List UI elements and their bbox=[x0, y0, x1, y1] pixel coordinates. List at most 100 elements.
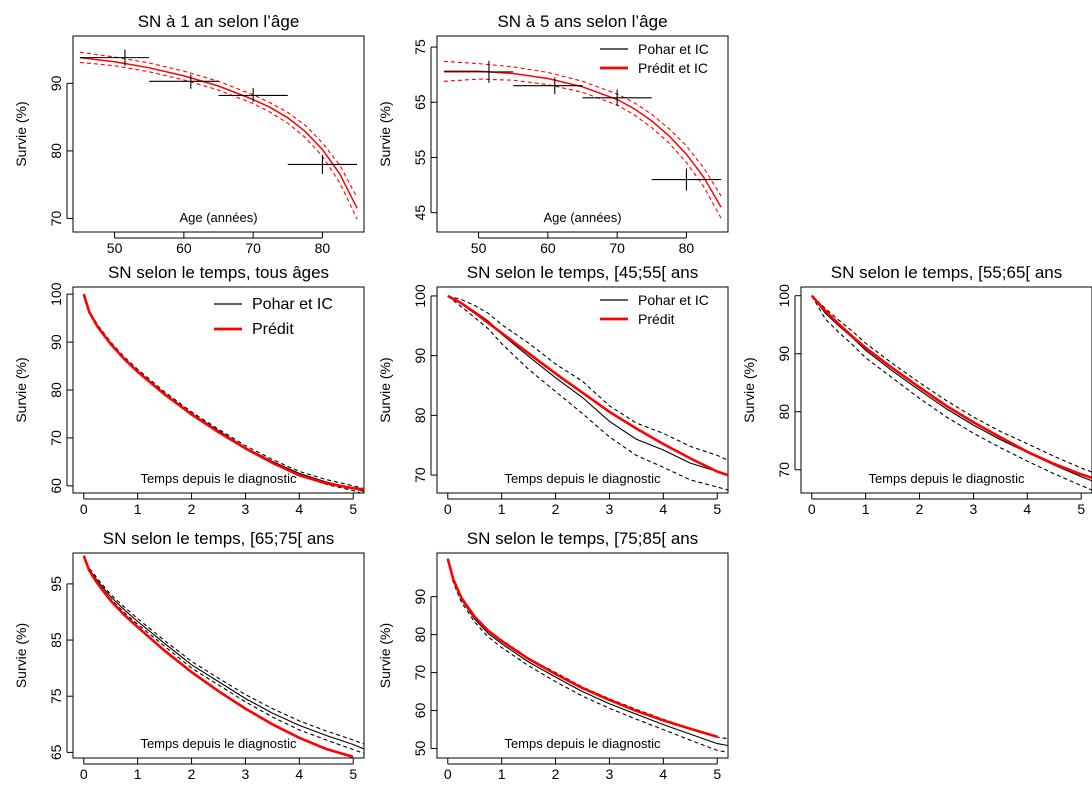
y-tick-label: 80 bbox=[412, 407, 428, 423]
observed-line bbox=[83, 555, 364, 750]
x-tick-label: 4 bbox=[295, 501, 303, 517]
predicted-line bbox=[447, 294, 728, 477]
observed-ci-high-line bbox=[447, 295, 728, 461]
series-group bbox=[443, 60, 722, 219]
chart-title: SN selon le temps, [45;55[ ans bbox=[467, 263, 699, 282]
observed-ci-high-line bbox=[83, 294, 364, 490]
y-tick-label: 95 bbox=[48, 576, 64, 592]
panel-p4: SN selon le temps, [45;55[ ans 0 1 2 3 4 5 70 80… bbox=[377, 263, 729, 517]
y-tick-label: 70 bbox=[412, 467, 428, 483]
x-tick-label: 3 bbox=[242, 766, 250, 782]
observed-ci-high-line bbox=[811, 295, 1092, 473]
predicted-ci-low-line bbox=[443, 78, 722, 219]
x-tick-label: 1 bbox=[498, 501, 506, 517]
x-tick-label: 2 bbox=[916, 501, 924, 517]
x-tick-label: 0 bbox=[80, 766, 88, 782]
observed-ci-high-line bbox=[447, 558, 728, 740]
series-group bbox=[79, 51, 358, 220]
panel-p1: SN à 1 an selon l’âge 50 60 70 80 70 80 90 Survi… bbox=[13, 12, 365, 256]
predicted-line bbox=[443, 70, 722, 208]
observed-ci-high-line bbox=[83, 555, 364, 745]
x-tick-label: 50 bbox=[107, 240, 123, 256]
x-axis: 0 1 2 3 4 5 bbox=[80, 758, 357, 782]
x-tick-label: 3 bbox=[606, 501, 614, 517]
observed-point bbox=[651, 168, 722, 191]
y-tick-label: 80 bbox=[48, 382, 64, 398]
x-axis: 50 60 70 80 bbox=[107, 232, 331, 256]
x-tick-label: 1 bbox=[134, 501, 142, 517]
x-tick-label: 2 bbox=[188, 501, 196, 517]
x-axis-label: Age (années) bbox=[543, 210, 621, 225]
y-tick-label: 65 bbox=[48, 744, 64, 760]
observed-ci-low-line bbox=[447, 295, 728, 491]
y-tick-label: 65 bbox=[412, 94, 428, 110]
observed-line bbox=[447, 558, 728, 747]
chart-title: SN selon le temps, [65;75[ ans bbox=[103, 529, 335, 548]
legend: Pohar et IC Prédit bbox=[600, 292, 709, 327]
predicted-line bbox=[79, 56, 358, 209]
x-tick-label: 1 bbox=[862, 501, 870, 517]
y-tick-label: 100 bbox=[48, 282, 64, 306]
legend-observed-label: Pohar et IC bbox=[638, 292, 709, 308]
plot-frame bbox=[800, 286, 1092, 494]
predicted-line bbox=[446, 558, 718, 738]
predicted-ci-high-line bbox=[443, 60, 722, 197]
x-tick-label: 60 bbox=[176, 240, 192, 256]
legend-observed-label: Pohar et IC bbox=[252, 296, 333, 313]
observed-point bbox=[287, 154, 358, 174]
plot-frame bbox=[436, 286, 729, 494]
x-axis-label: Age (années) bbox=[179, 210, 257, 225]
plot-frame bbox=[72, 286, 365, 494]
observed-ci-low-line bbox=[83, 294, 363, 493]
predicted-ci-high-line bbox=[79, 51, 358, 198]
observed-line bbox=[83, 294, 364, 493]
x-tick-label: 4 bbox=[1023, 501, 1031, 517]
y-tick-label: 70 bbox=[412, 665, 428, 681]
x-tick-label: 70 bbox=[245, 240, 261, 256]
x-tick-label: 5 bbox=[713, 766, 721, 782]
series-group bbox=[810, 294, 1092, 491]
y-axis: 70 80 90 100 bbox=[412, 284, 437, 483]
x-tick-label: 0 bbox=[808, 501, 816, 517]
panel-p6: SN selon le temps, [65;75[ ans 0 1 2 3 4 5 65 75… bbox=[13, 529, 365, 782]
legend-observed-label: Pohar et IC bbox=[638, 41, 709, 57]
legend: Pohar et IC Prédit et IC bbox=[600, 41, 709, 76]
y-tick-label: 45 bbox=[412, 205, 428, 221]
predicted-line bbox=[82, 555, 354, 758]
y-tick-label: 80 bbox=[776, 404, 792, 420]
panel-p3: SN selon le temps, tous âges 0 1 2 3 4 5 60 70 80… bbox=[13, 263, 365, 517]
y-tick-label: 60 bbox=[48, 478, 64, 494]
x-tick-label: 1 bbox=[498, 766, 506, 782]
y-tick-label: 80 bbox=[48, 143, 64, 159]
panel-p2: SN à 5 ans selon l’âge 50 60 70 80 45 55 65 75 Su… bbox=[377, 12, 729, 256]
x-tick-label: 80 bbox=[679, 240, 695, 256]
x-tick-label: 0 bbox=[444, 501, 452, 517]
x-axis: 50 60 70 80 bbox=[471, 232, 695, 256]
panel-p7: SN selon le temps, [75;85[ ans 0 1 2 3 4 5 50 60… bbox=[377, 529, 729, 782]
observed-point bbox=[218, 88, 288, 103]
chart-title: SN selon le temps, [75;85[ ans bbox=[467, 529, 699, 548]
x-tick-label: 4 bbox=[659, 501, 667, 517]
chart-title: SN selon le temps, [55;65[ ans bbox=[831, 263, 1063, 282]
y-tick-label: 75 bbox=[48, 688, 64, 704]
y-tick-label: 70 bbox=[776, 462, 792, 478]
y-axis: 70 80 90 bbox=[48, 75, 73, 226]
legend-predicted-label: Prédit bbox=[638, 311, 675, 327]
x-tick-label: 4 bbox=[295, 766, 303, 782]
y-tick-label: 85 bbox=[48, 632, 64, 648]
observed-point bbox=[79, 49, 150, 66]
observed-line bbox=[811, 295, 1092, 482]
observed-point bbox=[513, 77, 583, 94]
y-axis-label: Survie (%) bbox=[13, 623, 29, 688]
x-tick-label: 2 bbox=[552, 501, 560, 517]
y-axis: 65 75 85 95 bbox=[48, 576, 73, 760]
y-axis-label: Survie (%) bbox=[377, 357, 393, 422]
plot-frame bbox=[72, 552, 365, 759]
observed-ci-low-line bbox=[83, 555, 364, 755]
x-tick-label: 4 bbox=[659, 766, 667, 782]
x-axis: 0 1 2 3 4 5 bbox=[80, 493, 357, 517]
x-tick-label: 80 bbox=[315, 240, 331, 256]
legend: Pohar et IC Prédit bbox=[214, 296, 333, 338]
observed-point bbox=[443, 60, 514, 83]
